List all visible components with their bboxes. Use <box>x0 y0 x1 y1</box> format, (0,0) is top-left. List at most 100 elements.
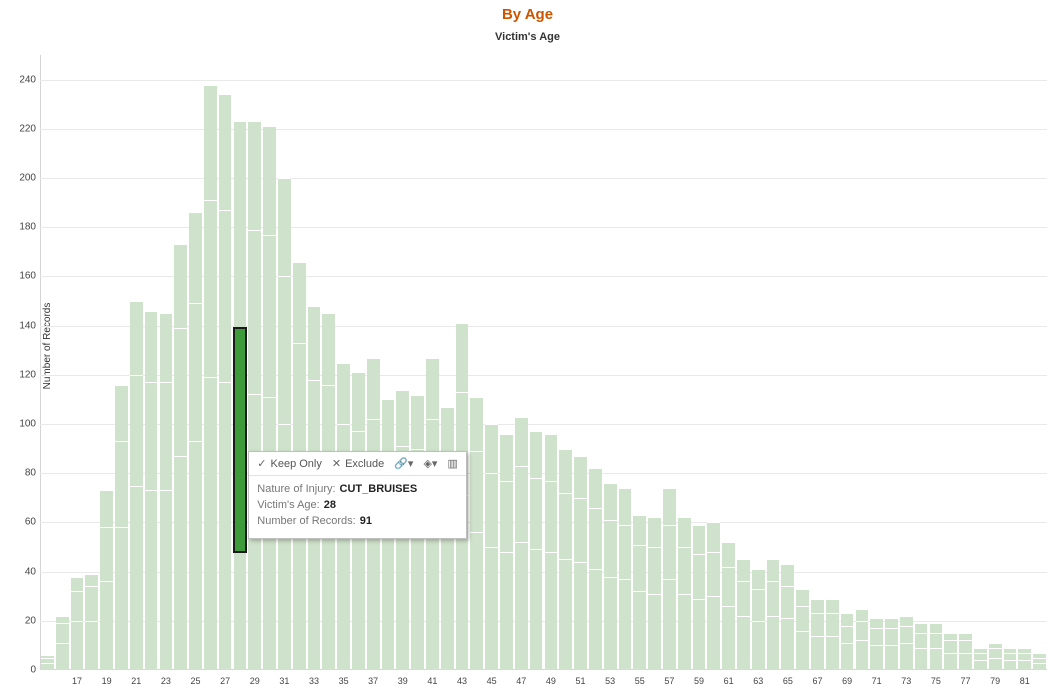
bar-segment[interactable] <box>648 594 661 670</box>
keep-only-button[interactable]: ✓ Keep Only <box>257 457 322 470</box>
bar-segment[interactable] <box>515 417 528 466</box>
bar-segment[interactable] <box>441 537 454 670</box>
bar-segment[interactable] <box>308 306 321 380</box>
bar-segment[interactable] <box>707 596 720 670</box>
bar-segment[interactable] <box>589 508 602 570</box>
bar-segment[interactable] <box>767 616 780 670</box>
bar[interactable] <box>1004 648 1017 670</box>
bar-segment[interactable] <box>944 653 957 670</box>
bar-segment[interactable] <box>648 547 661 594</box>
bar-segment[interactable] <box>826 636 839 670</box>
bar-segment[interactable] <box>130 301 143 375</box>
bar-segment[interactable] <box>545 552 558 670</box>
bar[interactable] <box>648 517 661 670</box>
bar-segment[interactable] <box>234 328 247 552</box>
bar-segment[interactable] <box>633 515 646 545</box>
bar-segment[interactable] <box>900 643 913 670</box>
bar-segment[interactable] <box>619 579 632 670</box>
bar-segment[interactable] <box>619 488 632 525</box>
bar-segment[interactable] <box>737 559 750 581</box>
bar-segment[interactable] <box>559 449 572 493</box>
bar-segment[interactable] <box>959 633 972 640</box>
bar-segment[interactable] <box>160 313 173 382</box>
bar[interactable] <box>589 468 602 670</box>
bar-segment[interactable] <box>485 547 498 670</box>
bar-segment[interactable] <box>130 486 143 671</box>
bar[interactable] <box>974 648 987 670</box>
bar-segment[interactable] <box>722 567 735 606</box>
bar-segment[interactable] <box>56 616 69 623</box>
bar-segment[interactable] <box>737 616 750 670</box>
bar-segment[interactable] <box>974 653 987 660</box>
bar-segment[interactable] <box>781 586 794 618</box>
bar-segment[interactable] <box>189 212 202 303</box>
bar[interactable] <box>145 311 158 670</box>
bar-segment[interactable] <box>160 490 173 670</box>
bar-segment[interactable] <box>707 522 720 552</box>
bar-segment[interactable] <box>263 235 276 397</box>
bar-segment[interactable] <box>1004 648 1017 653</box>
bar-segment[interactable] <box>663 488 676 525</box>
bar-segment[interactable] <box>870 618 883 628</box>
bar-segment[interactable] <box>396 530 409 670</box>
bar-segment[interactable] <box>145 490 158 670</box>
bar-segment[interactable] <box>219 382 232 670</box>
bar[interactable] <box>856 609 869 671</box>
bar-segment[interactable] <box>204 200 217 377</box>
bar[interactable] <box>85 574 98 670</box>
bar-segment[interactable] <box>337 517 350 670</box>
bar-segment[interactable] <box>219 94 232 210</box>
bar-segment[interactable] <box>781 618 794 670</box>
bar[interactable] <box>71 577 84 670</box>
bar-segment[interactable] <box>71 591 84 621</box>
bar-segment[interactable] <box>944 640 957 652</box>
bar[interactable] <box>248 121 261 670</box>
bar-segment[interactable] <box>115 527 128 670</box>
bar-segment[interactable] <box>885 645 898 670</box>
bar[interactable] <box>1033 653 1046 670</box>
bar-segment[interactable] <box>396 390 409 447</box>
bar-segment[interactable] <box>248 230 261 395</box>
bar[interactable] <box>811 599 824 670</box>
bar-segment[interactable] <box>796 631 809 670</box>
bar-segment[interactable] <box>234 552 247 670</box>
bar[interactable] <box>41 655 54 670</box>
bar-segment[interactable] <box>959 653 972 670</box>
bar-segment[interactable] <box>1033 663 1046 670</box>
bar-segment[interactable] <box>174 456 187 670</box>
bar-segment[interactable] <box>856 609 869 621</box>
bar-segment[interactable] <box>693 525 706 555</box>
bar-segment[interactable] <box>619 525 632 579</box>
bar-segment[interactable] <box>767 559 780 581</box>
bar-segment[interactable] <box>678 517 691 547</box>
bar-segment[interactable] <box>604 483 617 520</box>
bar-segment[interactable] <box>85 586 98 620</box>
bar-segment[interactable] <box>811 613 824 635</box>
bar-segment[interactable] <box>41 658 54 663</box>
bar[interactable] <box>841 613 854 670</box>
bar-segment[interactable] <box>189 441 202 670</box>
bar-segment[interactable] <box>411 395 424 449</box>
bar-segment[interactable] <box>545 481 558 552</box>
bar-segment[interactable] <box>145 382 158 490</box>
bar[interactable] <box>100 490 113 670</box>
bar-segment[interactable] <box>160 382 173 490</box>
bar-segment[interactable] <box>944 633 957 640</box>
bar-segment[interactable] <box>500 552 513 670</box>
exclude-button[interactable]: ✕ Exclude <box>332 457 384 470</box>
bar-segment[interactable] <box>426 358 439 420</box>
bar-segment[interactable] <box>248 121 261 229</box>
view-data-icon[interactable]: ▥ <box>447 457 457 470</box>
bar[interactable] <box>959 633 972 670</box>
bar[interactable] <box>278 178 291 670</box>
bar-segment[interactable] <box>663 579 676 670</box>
bar[interactable] <box>870 618 883 670</box>
bar[interactable] <box>930 623 943 670</box>
bar-segment[interactable] <box>930 633 943 648</box>
bar[interactable] <box>767 559 780 670</box>
bar-segment[interactable] <box>470 532 483 670</box>
bar[interactable] <box>663 488 676 670</box>
bar[interactable] <box>693 525 706 670</box>
bar[interactable] <box>707 522 720 670</box>
bar-segment[interactable] <box>293 262 306 343</box>
